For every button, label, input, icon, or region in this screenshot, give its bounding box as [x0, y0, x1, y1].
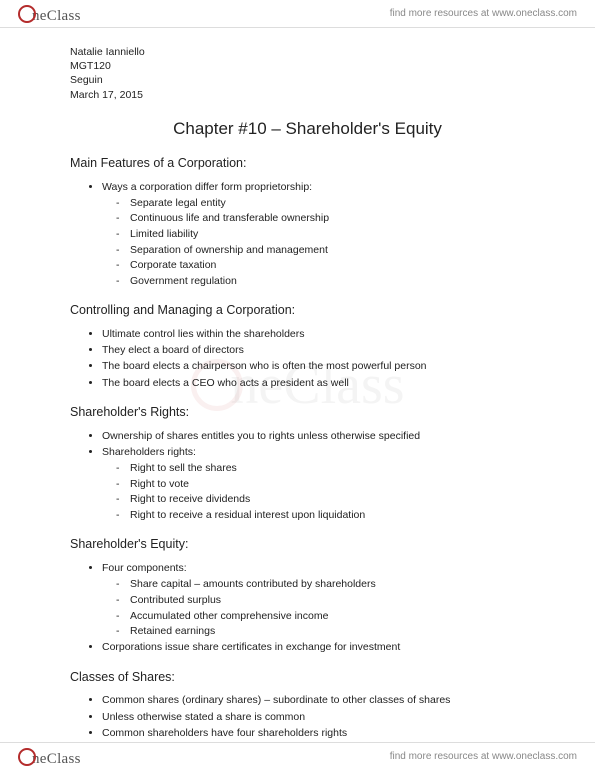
meta-course: MGT120 — [70, 59, 545, 73]
logo-text: neClass — [32, 8, 81, 25]
list-item: Four components: Share capital – amounts … — [102, 561, 545, 638]
header-tagline: find more resources at www.oneclass.com — [390, 8, 577, 19]
sub-list-item: Separate legal entity — [130, 196, 545, 210]
sub-list-item: Contributed surplus — [130, 593, 545, 607]
section-heading: Controlling and Managing a Corporation: — [70, 302, 545, 319]
list-item: Ownership of shares entitles you to righ… — [102, 429, 545, 443]
footer-logo-text: neClass — [32, 751, 81, 768]
list-item-text: Ownership of shares entitles you to righ… — [102, 430, 420, 442]
sub-list-item: Government regulation — [130, 274, 545, 288]
logo-circle-icon — [18, 5, 36, 23]
footer-logo-circle-icon — [18, 748, 36, 766]
list-item-text: Ultimate control lies within the shareho… — [102, 328, 305, 340]
bullet-list: Ultimate control lies within the shareho… — [70, 327, 545, 390]
document-body: Natalie Ianniello MGT120 Seguin March 17… — [70, 45, 545, 744]
meta-author: Natalie Ianniello — [70, 45, 545, 59]
list-item: Shareholders rights: Right to sell the sh… — [102, 445, 545, 522]
sub-list-item: Corporate taxation — [130, 258, 545, 272]
list-item-text: The board elects a chairperson who is of… — [102, 360, 427, 372]
bullet-list: Four components: Share capital – amounts … — [70, 561, 545, 655]
brand-logo: neClass — [18, 2, 81, 25]
list-item-text: Unless otherwise stated a share is commo… — [102, 711, 305, 723]
list-item: Corporations issue share certificates in… — [102, 640, 545, 654]
sub-list-item: Share capital – amounts contributed by s… — [130, 577, 545, 591]
document-title: Chapter #10 – Shareholder's Equity — [70, 118, 545, 141]
sub-list-item: Limited liability — [130, 227, 545, 241]
sub-list: Separate legal entityContinuous life and… — [102, 196, 545, 289]
list-item-text: Ways a corporation differ form proprieto… — [102, 181, 312, 193]
sub-list: Right to sell the sharesRight to voteRig… — [102, 461, 545, 522]
section-heading: Shareholder's Rights: — [70, 404, 545, 421]
list-item: Ways a corporation differ form proprieto… — [102, 180, 545, 289]
list-item: Common shares (ordinary shares) – subord… — [102, 693, 545, 707]
list-item: Ultimate control lies within the shareho… — [102, 327, 545, 341]
list-item: The board elects a chairperson who is of… — [102, 359, 545, 373]
header-bar: neClass find more resources at www.onecl… — [0, 0, 595, 28]
bullet-list: Ways a corporation differ form proprieto… — [70, 180, 545, 289]
sub-list-item: Right to sell the shares — [130, 461, 545, 475]
sub-list-item: Accumulated other comprehensive income — [130, 609, 545, 623]
footer-brand-logo: neClass — [18, 745, 81, 768]
bullet-list: Ownership of shares entitles you to righ… — [70, 429, 545, 523]
sub-list-item: Right to vote — [130, 477, 545, 491]
sub-list-item: Right to receive a residual interest upo… — [130, 508, 545, 522]
sub-list-item: Retained earnings — [130, 624, 545, 638]
sub-list-item: Right to receive dividends — [130, 492, 545, 506]
list-item: They elect a board of directors — [102, 343, 545, 357]
section-heading: Main Features of a Corporation: — [70, 155, 545, 172]
footer-tagline: find more resources at www.oneclass.com — [390, 751, 577, 762]
list-item-text: Shareholders rights: — [102, 446, 196, 458]
sub-list-item: Continuous life and transferable ownersh… — [130, 211, 545, 225]
list-item-text: The board elects a CEO who acts a presid… — [102, 377, 349, 389]
section-heading: Classes of Shares: — [70, 669, 545, 686]
sub-list-item: Separation of ownership and management — [130, 243, 545, 257]
list-item-text: Common shareholders have four shareholde… — [102, 727, 347, 739]
list-item-text: Corporations issue share certificates in… — [102, 641, 400, 653]
list-item-text: Common shares (ordinary shares) – subord… — [102, 694, 450, 706]
bullet-list: Common shares (ordinary shares) – subord… — [70, 693, 545, 740]
sections-container: Main Features of a Corporation: Ways a co… — [70, 155, 545, 740]
list-item-text: Four components: — [102, 562, 187, 574]
list-item-text: They elect a board of directors — [102, 344, 244, 356]
list-item: Common shareholders have four shareholde… — [102, 726, 545, 740]
footer-bar: neClass find more resources at www.onecl… — [0, 742, 595, 770]
section-heading: Shareholder's Equity: — [70, 536, 545, 553]
sub-list: Share capital – amounts contributed by s… — [102, 577, 545, 638]
meta-instructor: Seguin — [70, 73, 545, 87]
list-item: Unless otherwise stated a share is commo… — [102, 710, 545, 724]
list-item: The board elects a CEO who acts a presid… — [102, 376, 545, 390]
meta-date: March 17, 2015 — [70, 88, 545, 102]
